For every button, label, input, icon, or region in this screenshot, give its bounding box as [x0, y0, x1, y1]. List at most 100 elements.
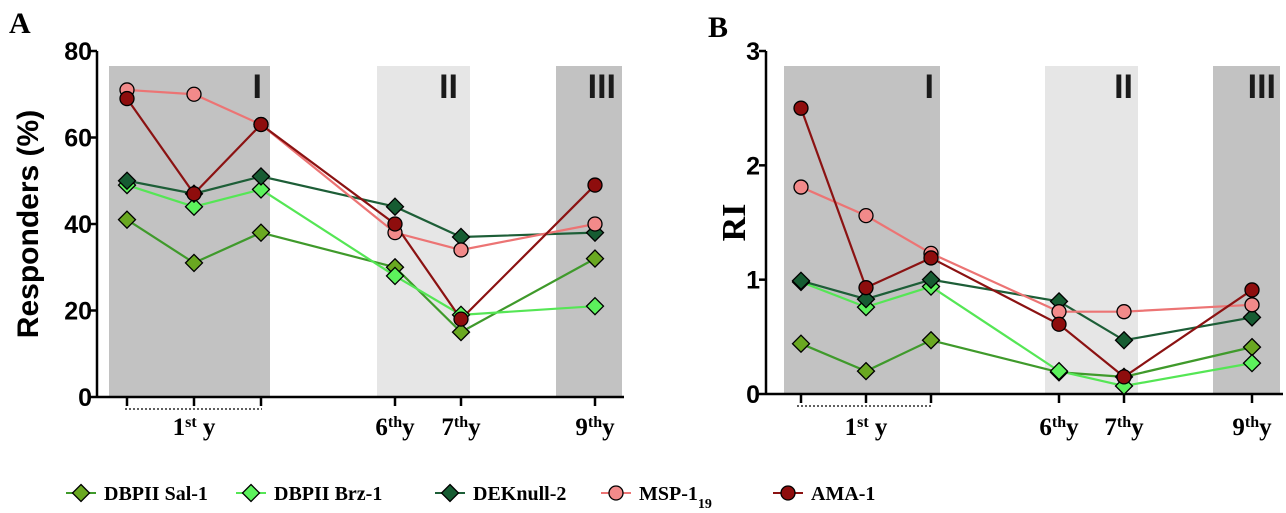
- point-dbpii-sal-1: [921, 330, 941, 350]
- series-line-ama-1: [126, 97, 596, 321]
- point-deknull-2: [117, 171, 137, 191]
- legend-item-deknull-2: DEKnull-2: [435, 483, 566, 505]
- point-dbpii-brz-1: [585, 296, 605, 316]
- panel-letter: B: [708, 11, 728, 44]
- series-line-msp-1: [126, 88, 596, 252]
- point-ama-1: [453, 311, 469, 327]
- point-msp-1: [1116, 304, 1132, 320]
- y-tick-label: 60: [64, 125, 92, 153]
- region-ii-label: II: [1114, 68, 1133, 106]
- point-msp-1: [186, 86, 202, 102]
- point-dbpii-sal-1: [184, 253, 204, 273]
- y-tick-label: 0: [78, 384, 92, 412]
- series-line-msp-1: [800, 186, 1253, 313]
- point-msp-1: [587, 216, 603, 232]
- point-deknull-2: [1114, 330, 1134, 350]
- series-line-dbpii-brz-1: [126, 184, 596, 316]
- legend-label: MSP-119: [639, 483, 712, 508]
- point-msp-1: [1051, 304, 1067, 320]
- x-tick-label: 6thy: [1039, 414, 1079, 442]
- legend-label: AMA-1: [811, 483, 875, 505]
- y-tick-label: 20: [64, 298, 92, 326]
- y-tick-label: 1: [746, 267, 760, 295]
- point-deknull-2: [1242, 307, 1262, 327]
- legend-marker: [780, 485, 796, 501]
- point-deknull-2: [251, 167, 271, 186]
- y-tick-label: 3: [746, 38, 760, 66]
- point-dbpii-sal-1: [451, 322, 471, 342]
- point-msp-1: [453, 242, 469, 258]
- series-line-dbpii-sal-1: [126, 218, 596, 334]
- point-dbpii-sal-1: [117, 210, 137, 230]
- point-ama-1: [119, 90, 135, 107]
- point-msp-1: [793, 179, 809, 195]
- series-line-ama-1: [799, 107, 1253, 379]
- point-ama-1: [587, 177, 603, 193]
- point-dbpii-brz-1: [251, 179, 271, 199]
- y-axis-label: RI: [716, 204, 753, 242]
- legend-marker: [241, 483, 261, 503]
- legend-marker: [440, 483, 460, 503]
- point-dbpii-brz-1: [1049, 361, 1069, 381]
- y-axis-label: Responders (%): [12, 110, 45, 338]
- point-ama-1: [1051, 316, 1067, 332]
- region-ii-label: II: [439, 68, 458, 106]
- point-ama-1: [253, 116, 269, 133]
- point-deknull-2: [856, 289, 876, 309]
- point-ama-1: [1244, 282, 1260, 298]
- point-ama-1: [793, 100, 809, 116]
- point-deknull-2: [791, 271, 811, 291]
- legend-item-msp-1: MSP-119: [601, 483, 712, 512]
- legend: DBPII Sal-1 DBPII Brz-1 DEKnull-2 MSP-119 AM…: [66, 483, 875, 512]
- y-tick-label: 40: [64, 211, 92, 239]
- panel-letter: A: [9, 7, 31, 40]
- region-iii-band: [1213, 66, 1280, 394]
- point-dbpii-sal-1: [251, 223, 271, 243]
- legend-item-dbpii-brz-1: DBPII Brz-1: [236, 483, 382, 505]
- series-line-deknull-2: [126, 175, 596, 239]
- legend-marker: [71, 483, 91, 503]
- y-tick-label: 0: [746, 381, 760, 409]
- legend-marker: [608, 485, 624, 501]
- point-ama-1: [858, 280, 874, 296]
- point-dbpii-brz-1: [1242, 353, 1262, 373]
- point-ama-1: [186, 186, 202, 202]
- legend-label: DEKnull-2: [473, 483, 566, 505]
- region-i-label: I: [253, 68, 262, 106]
- x-tick-label: 9thy: [575, 414, 615, 442]
- point-dbpii-brz-1: [385, 266, 405, 286]
- x-tick-label: 9thy: [1232, 414, 1272, 442]
- point-msp-1: [858, 207, 874, 224]
- x-tick-label: 7thy: [441, 414, 481, 442]
- series-line-dbpii-sal-1: [800, 339, 1253, 378]
- x-tick-label: 1st y: [173, 414, 216, 442]
- region-i-band: [109, 66, 270, 397]
- region-iii-label: III: [588, 68, 616, 106]
- point-ama-1: [923, 250, 939, 266]
- point-dbpii-sal-1: [585, 249, 605, 269]
- point-deknull-2: [385, 197, 405, 217]
- region-iii-label: III: [1248, 68, 1276, 106]
- point-dbpii-sal-1: [856, 361, 876, 381]
- legend-item-dbpii-sal-1: DBPII Sal-1: [66, 483, 208, 505]
- legend-item-ama-1: AMA-1: [773, 483, 875, 505]
- legend-label: DBPII Sal-1: [104, 483, 208, 505]
- legend-label: DBPII Brz-1: [274, 483, 382, 505]
- point-msp-1: [1244, 297, 1260, 313]
- y-tick-label: 2: [746, 152, 760, 180]
- series-line-dbpii-brz-1: [800, 280, 1253, 388]
- region-i-band: [784, 66, 940, 394]
- point-ama-1: [387, 216, 403, 232]
- region-i-label: I: [925, 68, 934, 106]
- x-tick-label: 6thy: [375, 414, 415, 442]
- point-deknull-2: [921, 270, 941, 290]
- point-dbpii-brz-1: [184, 197, 204, 217]
- point-dbpii-sal-1: [791, 334, 811, 354]
- x-tick-label: 7thy: [1104, 414, 1144, 442]
- point-ama-1: [1116, 369, 1132, 385]
- y-tick-label: 80: [64, 38, 92, 66]
